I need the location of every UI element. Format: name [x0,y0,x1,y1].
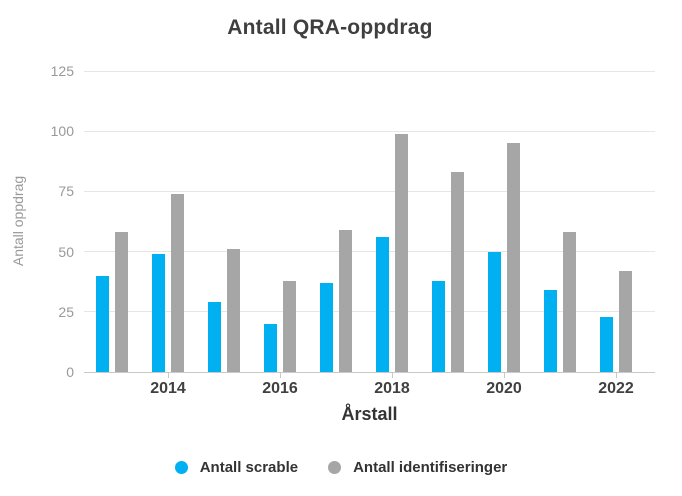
bar-antall-identifiseringer-2016[interactable] [283,280,296,372]
bar-antall-scrable-2022[interactable] [600,316,613,372]
y-tick-label-100: 100 [50,123,74,140]
x-tick-label-2018: 2018 [374,380,410,397]
y-tick-label-75: 75 [58,183,74,200]
bar-antall-identifiseringer-2021[interactable] [563,232,576,372]
bar-antall-scrable-2016[interactable] [264,323,277,372]
bar-antall-identifiseringer-2014[interactable] [171,193,184,372]
bar-antall-identifiseringer-2017[interactable] [339,229,352,372]
legend-dot-icon [328,461,342,474]
bar-antall-scrable-2014[interactable] [152,254,165,372]
x-tick-mark-2020 [503,372,505,378]
x-tick-label-2016: 2016 [262,380,298,397]
x-tick-label-2020: 2020 [486,380,522,397]
legend-label: Antall scrable [199,459,299,476]
y-tick-label-125: 125 [50,63,74,79]
gridline-25 [84,311,655,313]
legend-label: Antall identifiseringer [353,459,508,476]
bar-antall-identifiseringer-2015[interactable] [227,249,240,372]
gridline-125 [84,70,655,72]
bar-antall-scrable-2017[interactable] [320,282,333,372]
chart-title: Antall QRA-oppdrag [227,16,433,39]
bar-antall-scrable-2018[interactable] [376,237,389,372]
bar-antall-scrable-2020[interactable] [488,251,501,372]
x-tick-mark-2018 [391,372,393,378]
legend: Antall scrable Antall identifiseringer [0,459,682,476]
bar-antall-identifiseringer-2020[interactable] [507,143,520,372]
gridline-50 [84,251,655,253]
x-tick-mark-2016 [279,372,281,378]
x-tick-mark-2022 [615,372,617,378]
bar-antall-identifiseringer-2019[interactable] [451,172,464,372]
x-axis-title: Årstall [341,404,398,424]
gridline-0 [84,371,655,373]
y-tick-label-0: 0 [66,364,74,380]
y-axis-title: Antall oppdrag [10,175,26,267]
y-tick-label-25: 25 [58,303,74,320]
legend-item-antall-scrable[interactable]: Antall scrable [174,459,299,476]
bar-antall-identifiseringer-2022[interactable] [619,270,632,372]
gridline-100 [84,130,655,132]
gridline-75 [84,190,655,192]
legend-dot-icon [174,461,188,474]
x-tick-mark-2014 [167,372,169,378]
legend-item-antall-identifiseringer[interactable]: Antall identifiseringer [328,459,507,476]
bar-antall-scrable-2015[interactable] [208,302,221,372]
plot-area: 0 25 50 75 100 125 2014 2016 2018 2020 2022 [51,63,655,397]
x-tick-label-2014: 2014 [150,380,186,397]
y-tick-label-50: 50 [58,243,74,260]
bar-antall-identifiseringer-2013[interactable] [115,232,128,372]
bar-antall-scrable-2013[interactable] [96,275,109,372]
x-tick-label-2022: 2022 [598,380,634,397]
bar-antall-identifiseringer-2018[interactable] [395,133,408,372]
bar-antall-scrable-2019[interactable] [432,280,445,372]
bar-antall-scrable-2021[interactable] [544,290,557,372]
